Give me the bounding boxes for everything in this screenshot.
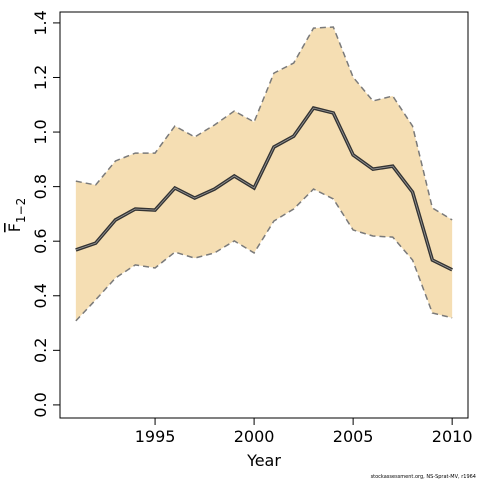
y-axis-label: F1−2 — [5, 198, 28, 233]
x-tick-label: 1995 — [135, 427, 176, 446]
upper-bound — [75, 26, 453, 221]
y-tick-label: 0.8 — [31, 174, 50, 199]
y-tick-label: 1.2 — [31, 65, 50, 90]
y-tick-label: 0.6 — [31, 228, 50, 253]
mean-line-inner — [75, 107, 453, 271]
x-tick-label: 2005 — [333, 427, 374, 446]
x-tick-label: 2000 — [234, 427, 275, 446]
plot-frame — [59, 11, 469, 419]
y-tick-label: 0.4 — [31, 283, 50, 308]
footer: stockassessment.org, NS-Sprat-MV, r1964 — [371, 474, 476, 480]
x-axis-label: Year — [246, 451, 281, 470]
y-tick-label: 0.2 — [31, 338, 50, 363]
y-tick-label: 1.4 — [31, 10, 50, 35]
y-axis-label-main: F — [5, 223, 24, 232]
confidence-band — [75, 27, 453, 321]
y-axis-label-subscript: 1−2 — [14, 198, 28, 223]
x-tick-label: 2010 — [432, 427, 473, 446]
y-tick-label: 0.0 — [31, 392, 50, 417]
lower-bound — [75, 188, 453, 322]
y-tick-label: 1.0 — [31, 119, 50, 144]
